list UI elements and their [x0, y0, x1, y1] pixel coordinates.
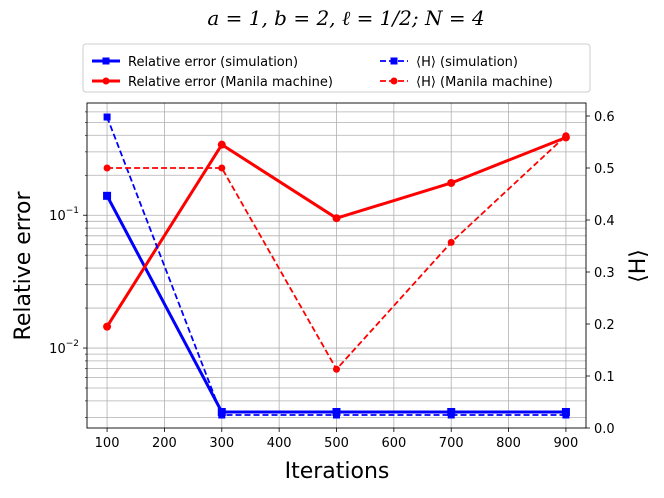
data-point: [447, 178, 456, 187]
x-tick-label: 500: [324, 436, 349, 451]
data-point: [103, 113, 111, 121]
series-3: [103, 113, 570, 419]
data-point: [218, 411, 226, 419]
y-tick-label-right: 0.4: [594, 214, 615, 229]
x-tick-label: 200: [152, 436, 177, 451]
plot-frame: [86, 102, 587, 429]
data-point: [103, 164, 111, 172]
x-tick-label: 600: [381, 436, 406, 451]
legend-item: ⟨H⟩ (simulation): [380, 55, 518, 70]
x-tick-label: 700: [439, 436, 464, 451]
y-axis-label-left: Relative error: [11, 191, 36, 341]
y-axis-label-right: ⟨H⟩: [626, 249, 651, 283]
x-tick-label: 400: [267, 436, 292, 451]
legend-marker: [390, 77, 398, 85]
y-tick-label-right: 0.0: [594, 422, 615, 437]
legend-marker: [102, 57, 110, 65]
legend-label: ⟨H⟩ (Manila machine): [416, 75, 553, 90]
data-point: [218, 164, 226, 172]
data-point: [447, 238, 455, 246]
legend-label: Relative error (Manila machine): [128, 75, 333, 90]
legend-box: [82, 43, 591, 93]
legend-label: ⟨H⟩ (simulation): [416, 55, 518, 70]
data-point: [103, 191, 112, 200]
legend-marker: [102, 77, 110, 85]
x-axis-label: Iterations: [285, 459, 390, 484]
x-tick-label: 800: [496, 436, 521, 451]
series-layer: [103, 113, 570, 419]
legend-marker: [390, 57, 398, 65]
data-point: [217, 140, 226, 149]
data-point: [562, 411, 570, 419]
y-tick-label-left: 10−2: [49, 339, 79, 357]
y-tick-label-left: 10−1: [49, 206, 79, 224]
x-tick-label: 100: [95, 436, 120, 451]
legend-item: ⟨H⟩ (Manila machine): [380, 75, 553, 90]
data-point: [447, 411, 455, 419]
y-tick-label-right: 0.5: [594, 162, 615, 177]
legend-item: Relative error (Manila machine): [92, 75, 333, 90]
grid: [87, 103, 586, 428]
chart-title: a = 1, b = 2, ℓ = 1/2; N = 4: [207, 6, 484, 30]
data-point: [562, 132, 570, 140]
data-point: [333, 365, 340, 373]
y-tick-label-right: 0.3: [594, 266, 615, 281]
data-point: [332, 214, 341, 223]
series-4: [103, 132, 570, 373]
data-point: [103, 322, 112, 331]
legend-label: Relative error (simulation): [128, 55, 298, 70]
y-tick-label-right: 0.1: [594, 370, 615, 385]
data-point: [333, 411, 340, 419]
y-tick-label-right: 0.2: [594, 318, 615, 333]
y-tick-label-right: 0.6: [594, 110, 615, 125]
legend: Relative error (simulation) Relative erro…: [82, 43, 591, 93]
axes: 100 200 300 400 500 600 700 800 900 10−2 10−1 0.0 0.…: [49, 102, 615, 451]
x-tick-label: 900: [554, 436, 579, 451]
x-tick-label: 300: [209, 436, 234, 451]
legend-item: Relative error (simulation): [92, 55, 298, 70]
